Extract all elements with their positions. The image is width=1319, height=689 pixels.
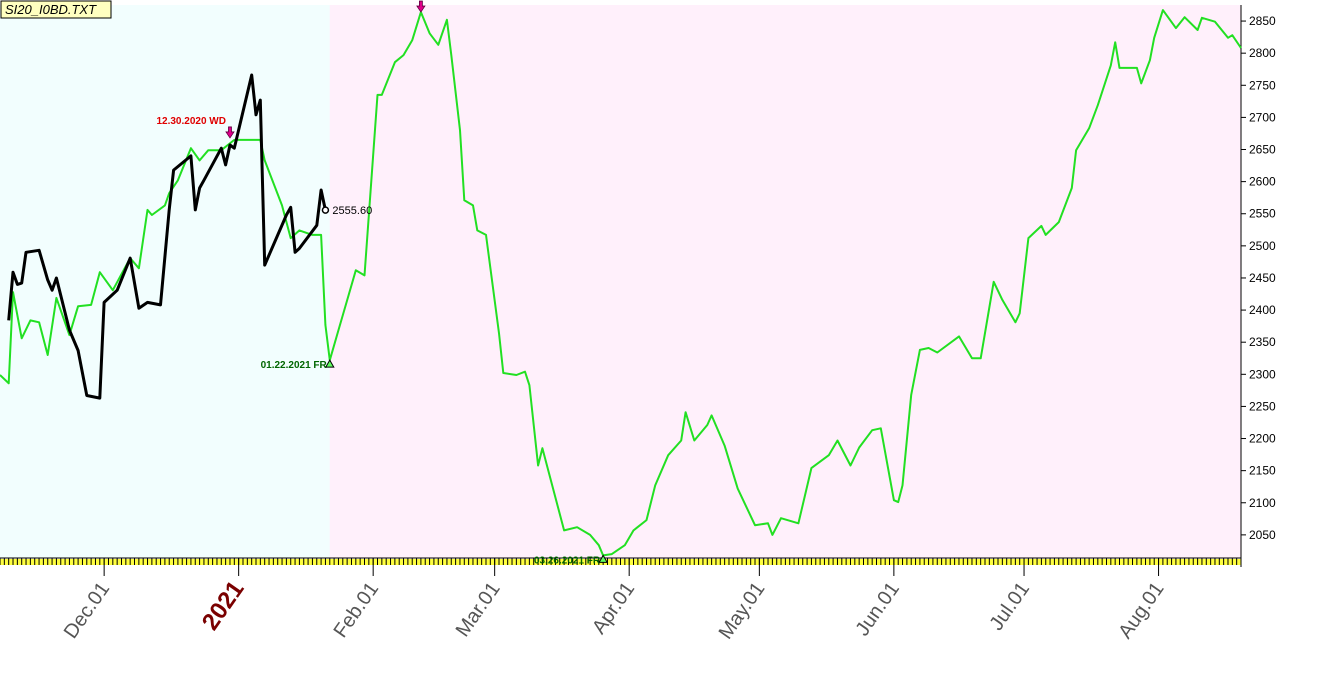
y-tick-label: 2600 xyxy=(1249,175,1276,189)
annotation-label: 12.30.2020 WD xyxy=(156,116,226,127)
value-label: 2555.60 xyxy=(332,205,372,217)
y-tick-label: 2550 xyxy=(1249,207,1276,221)
x-tick-label: Apr.01 xyxy=(588,578,639,638)
annotation-marker xyxy=(416,0,426,13)
region xyxy=(329,5,1241,558)
x-tick-label: May.01 xyxy=(715,578,770,643)
x-tick-label: 2021 xyxy=(197,576,250,635)
y-tick-label: 2350 xyxy=(1249,335,1276,349)
annotation-marker xyxy=(225,126,235,139)
annotation-label: 03.26.2021 FR xyxy=(534,555,601,566)
x-tick-label: Aug.01 xyxy=(1114,578,1168,643)
annotation-label: 02.12.2021 FR xyxy=(351,0,418,1)
y-tick-label: 2500 xyxy=(1249,239,1276,253)
x-tick-label: Jul.01 xyxy=(986,578,1035,634)
y-tick-label: 2400 xyxy=(1249,303,1276,317)
annotation-label: 01.22.2021 FR xyxy=(261,360,328,371)
y-tick-label: 2150 xyxy=(1249,464,1276,478)
series-line xyxy=(0,9,1242,557)
y-tick-label: 2700 xyxy=(1249,110,1276,124)
series-line xyxy=(7,73,327,400)
annotation-marker xyxy=(598,554,609,563)
y-tick-label: 2800 xyxy=(1249,46,1276,60)
chart-title: SI20_I0BD.TXT xyxy=(5,2,97,17)
background xyxy=(0,5,1241,558)
x-tick-label: Dec.01 xyxy=(60,578,114,643)
last-value-marker xyxy=(321,206,330,214)
y-tick-label: 2300 xyxy=(1249,367,1276,381)
y-tick-label: 2100 xyxy=(1249,496,1276,510)
x-tick-label: Mar.01 xyxy=(452,578,505,641)
y-tick-label: 2450 xyxy=(1249,271,1276,285)
y-tick-label: 2250 xyxy=(1249,399,1276,413)
y-tick-label: 2200 xyxy=(1249,432,1276,446)
x-tick-label: Jun.01 xyxy=(851,578,903,640)
x-tick-label: Feb.01 xyxy=(330,578,384,642)
y-tick-label: 2750 xyxy=(1249,78,1276,92)
y-tick-label: 2050 xyxy=(1249,528,1276,542)
title-box xyxy=(0,0,112,19)
y-tick-label: 2650 xyxy=(1249,143,1276,157)
annotation-marker xyxy=(324,359,335,368)
y-tick-label: 2850 xyxy=(1249,14,1276,28)
